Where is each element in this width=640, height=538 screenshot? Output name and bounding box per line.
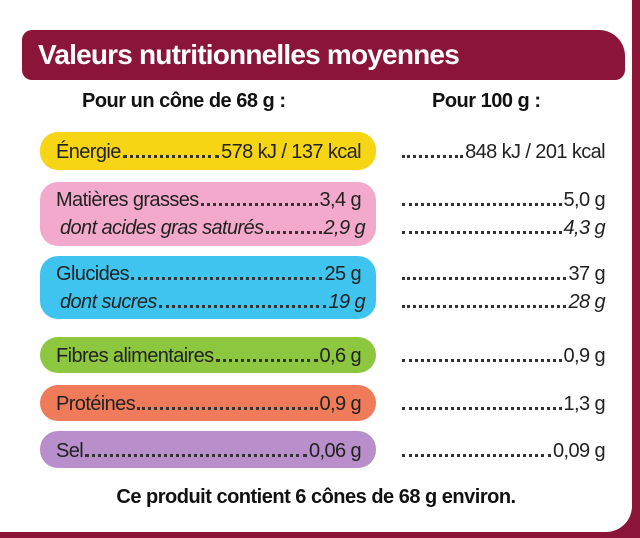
row-per-cone: dont sucres 19 g bbox=[60, 288, 366, 314]
row-per-100g: 4,3 g bbox=[400, 214, 606, 240]
row-per-cone: Glucides 25 g bbox=[56, 260, 362, 286]
value-per-100g: 1,3 g bbox=[563, 393, 606, 415]
leader bbox=[402, 305, 567, 308]
nutrient-label: dont sucres bbox=[60, 291, 157, 313]
leader bbox=[137, 407, 318, 410]
group-pill bbox=[40, 132, 376, 170]
leader bbox=[402, 359, 562, 362]
value-per-cone: 25 g bbox=[324, 263, 361, 285]
value-per-cone: 3,4 g bbox=[319, 189, 362, 211]
row-per-100g: 0,9 g bbox=[400, 342, 606, 368]
group-pill bbox=[40, 385, 376, 421]
row-per-100g: 848 kJ / 201 kcal bbox=[400, 138, 606, 164]
nutrient-label: Glucides bbox=[56, 263, 130, 285]
row-per-cone: Matières grasses 3,4 g bbox=[56, 186, 362, 212]
leader bbox=[122, 155, 220, 158]
value-per-100g: 848 kJ / 201 kcal bbox=[465, 141, 605, 163]
row-per-cone: Protéines 0,9 g bbox=[56, 390, 362, 416]
leader bbox=[402, 155, 464, 158]
leader bbox=[158, 305, 327, 308]
value-per-cone: 578 kJ / 137 kcal bbox=[221, 141, 361, 163]
nutrient-label: Matières grasses bbox=[56, 189, 199, 211]
value-per-100g: 37 g bbox=[568, 263, 605, 285]
row-per-cone: dont acides gras saturés 2,9 g bbox=[60, 214, 366, 240]
value-per-100g: 0,9 g bbox=[563, 345, 606, 367]
group-pill bbox=[40, 337, 376, 373]
row-per-100g: 5,0 g bbox=[400, 186, 606, 212]
leader bbox=[402, 203, 562, 206]
leader bbox=[402, 231, 562, 234]
row-per-100g: 28 g bbox=[400, 288, 606, 314]
column-header: Pour un cône de 68 g : bbox=[82, 90, 286, 112]
row-per-cone: Fibres alimentaires 0,6 g bbox=[56, 342, 362, 368]
title: Valeurs nutritionnelles moyennes bbox=[22, 30, 625, 80]
value-per-cone: 19 g bbox=[328, 291, 365, 313]
nutrient-label: Sel bbox=[56, 439, 84, 462]
nutrient-label: Énergie bbox=[56, 141, 121, 163]
row-per-cone: Sel 0,06 g bbox=[56, 437, 362, 463]
group-pill bbox=[40, 431, 376, 468]
value-per-cone: 0,06 g bbox=[308, 439, 362, 462]
row-per-100g: 37 g bbox=[400, 260, 606, 286]
leader bbox=[265, 231, 322, 234]
leader bbox=[402, 277, 567, 280]
group-pill bbox=[40, 182, 376, 246]
nutrient-label: dont acides gras saturés bbox=[60, 217, 264, 239]
row-per-100g: 1,3 g bbox=[400, 390, 606, 416]
value-per-100g: 28 g bbox=[568, 291, 605, 313]
label-card: Valeurs nutritionnelles moyennes Pour un… bbox=[0, 0, 632, 532]
group-pill bbox=[40, 256, 376, 319]
nutrient-label: Protéines bbox=[56, 393, 136, 415]
leader bbox=[215, 359, 318, 362]
value-per-100g: 5,0 g bbox=[563, 189, 606, 211]
row-per-100g: 0,09 g bbox=[400, 437, 606, 463]
column-header: Pour 100 g : bbox=[432, 90, 541, 112]
nutrient-label: Fibres alimentaires bbox=[56, 345, 214, 367]
leader bbox=[402, 453, 551, 457]
value-per-100g: 4,3 g bbox=[563, 217, 606, 239]
value-per-cone: 2,9 g bbox=[323, 217, 366, 239]
leader bbox=[85, 453, 307, 457]
row-per-cone: Énergie 578 kJ / 137 kcal bbox=[56, 138, 362, 164]
value-per-cone: 0,6 g bbox=[319, 345, 362, 367]
leader bbox=[131, 277, 323, 280]
footer: Ce produit contient 6 cônes de 68 g envi… bbox=[116, 486, 516, 508]
leader bbox=[402, 407, 562, 410]
value-per-cone: 0,9 g bbox=[319, 393, 362, 415]
leader bbox=[200, 203, 318, 206]
value-per-100g: 0,09 g bbox=[552, 439, 606, 462]
